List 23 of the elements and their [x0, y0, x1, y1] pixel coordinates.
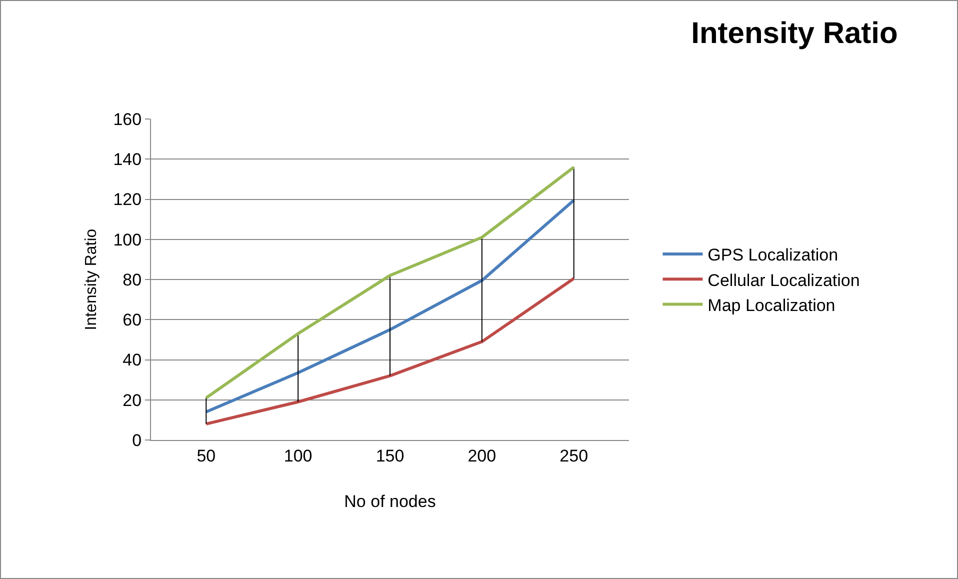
- y-tick-label: 0: [132, 430, 142, 450]
- line-series: [204, 166, 576, 400]
- x-tick-label: 50: [196, 446, 216, 466]
- x-tick-label: 200: [468, 446, 496, 466]
- y-tick-label: 140: [113, 150, 142, 170]
- y-tick-label: 60: [122, 310, 142, 330]
- legend-label: Map Localization: [708, 296, 836, 315]
- y-tick-label: 80: [122, 270, 142, 290]
- x-tick-label: 100: [284, 446, 312, 466]
- legend-label: GPS Localization: [708, 246, 838, 265]
- x-tick-label: 150: [376, 446, 404, 466]
- line-series: [204, 277, 576, 426]
- x-axis-title: No of nodes: [344, 492, 436, 511]
- y-axis-title: Intensity Ratio: [83, 228, 100, 330]
- legend-label: Cellular Localization: [708, 270, 860, 290]
- line-series: [204, 198, 576, 414]
- y-tick-label: 120: [113, 190, 142, 210]
- text: Intensity Ratio: [691, 17, 898, 50]
- y-tick-label: 160: [113, 110, 142, 129]
- y-tick-label: 40: [122, 350, 142, 370]
- x-tick-label: 250: [560, 446, 588, 466]
- y-tick-label: 100: [113, 230, 142, 250]
- y-tick-label: 20: [122, 390, 142, 410]
